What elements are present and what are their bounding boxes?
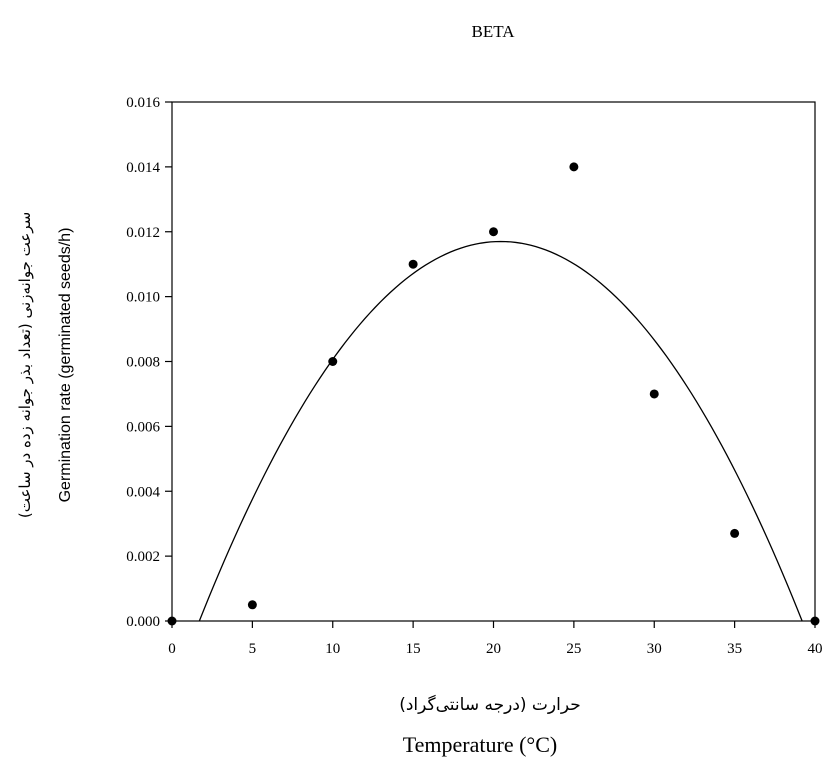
plot-frame — [171, 101, 816, 622]
data-point — [569, 162, 579, 172]
y-tick-label: 0.002 — [126, 549, 160, 565]
y-tick-label: 0.006 — [126, 419, 160, 435]
y-tick-label: 0.014 — [126, 160, 160, 176]
x-axis-label-fa: حرارت (درجه سانتی‌گراد) — [399, 694, 581, 715]
fit-curve — [198, 240, 803, 622]
data-point — [247, 600, 257, 610]
x-tick-label: 40 — [808, 641, 823, 657]
y-tick-label: 0.000 — [126, 614, 160, 630]
x-tick-label: 15 — [406, 641, 421, 657]
x-tick-label: 20 — [486, 641, 501, 657]
data-point — [649, 389, 659, 399]
y-axis: 0.000 0.002 0.004 0.006 0.008 0.010 0.012 0.014… — [126, 95, 172, 630]
data-point — [730, 528, 740, 538]
chart-title: BETA — [471, 22, 515, 41]
y-tick-label: 0.012 — [126, 225, 160, 241]
data-point — [489, 227, 498, 237]
x-tick-label: 5 — [249, 641, 257, 657]
y-tick-label: 0.004 — [126, 484, 160, 500]
data-point — [408, 259, 418, 269]
x-axis: 0 5 10 15 20 25 30 35 40 — [168, 621, 823, 657]
x-axis-label: Temperature (°C) — [403, 732, 557, 757]
data-points — [167, 162, 820, 626]
y-axis-label: Germination rate (germinated seeds/h) — [57, 228, 74, 503]
y-tick-label: 0.008 — [126, 355, 160, 371]
data-point — [328, 357, 338, 366]
data-point — [810, 616, 820, 626]
x-tick-label: 0 — [168, 641, 176, 657]
x-tick-label: 10 — [325, 641, 340, 657]
y-axis-label-fa: سرعت جوانه‌زنی (تعداد بذر جوانه زده در س… — [16, 212, 34, 518]
x-tick-label: 30 — [647, 641, 662, 657]
x-tick-label: 25 — [566, 641, 581, 657]
y-tick-label: 0.010 — [126, 290, 160, 306]
plot-area — [171, 101, 816, 622]
x-tick-label: 35 — [727, 641, 742, 657]
y-tick-label: 0.016 — [126, 95, 160, 111]
data-point — [167, 616, 177, 626]
